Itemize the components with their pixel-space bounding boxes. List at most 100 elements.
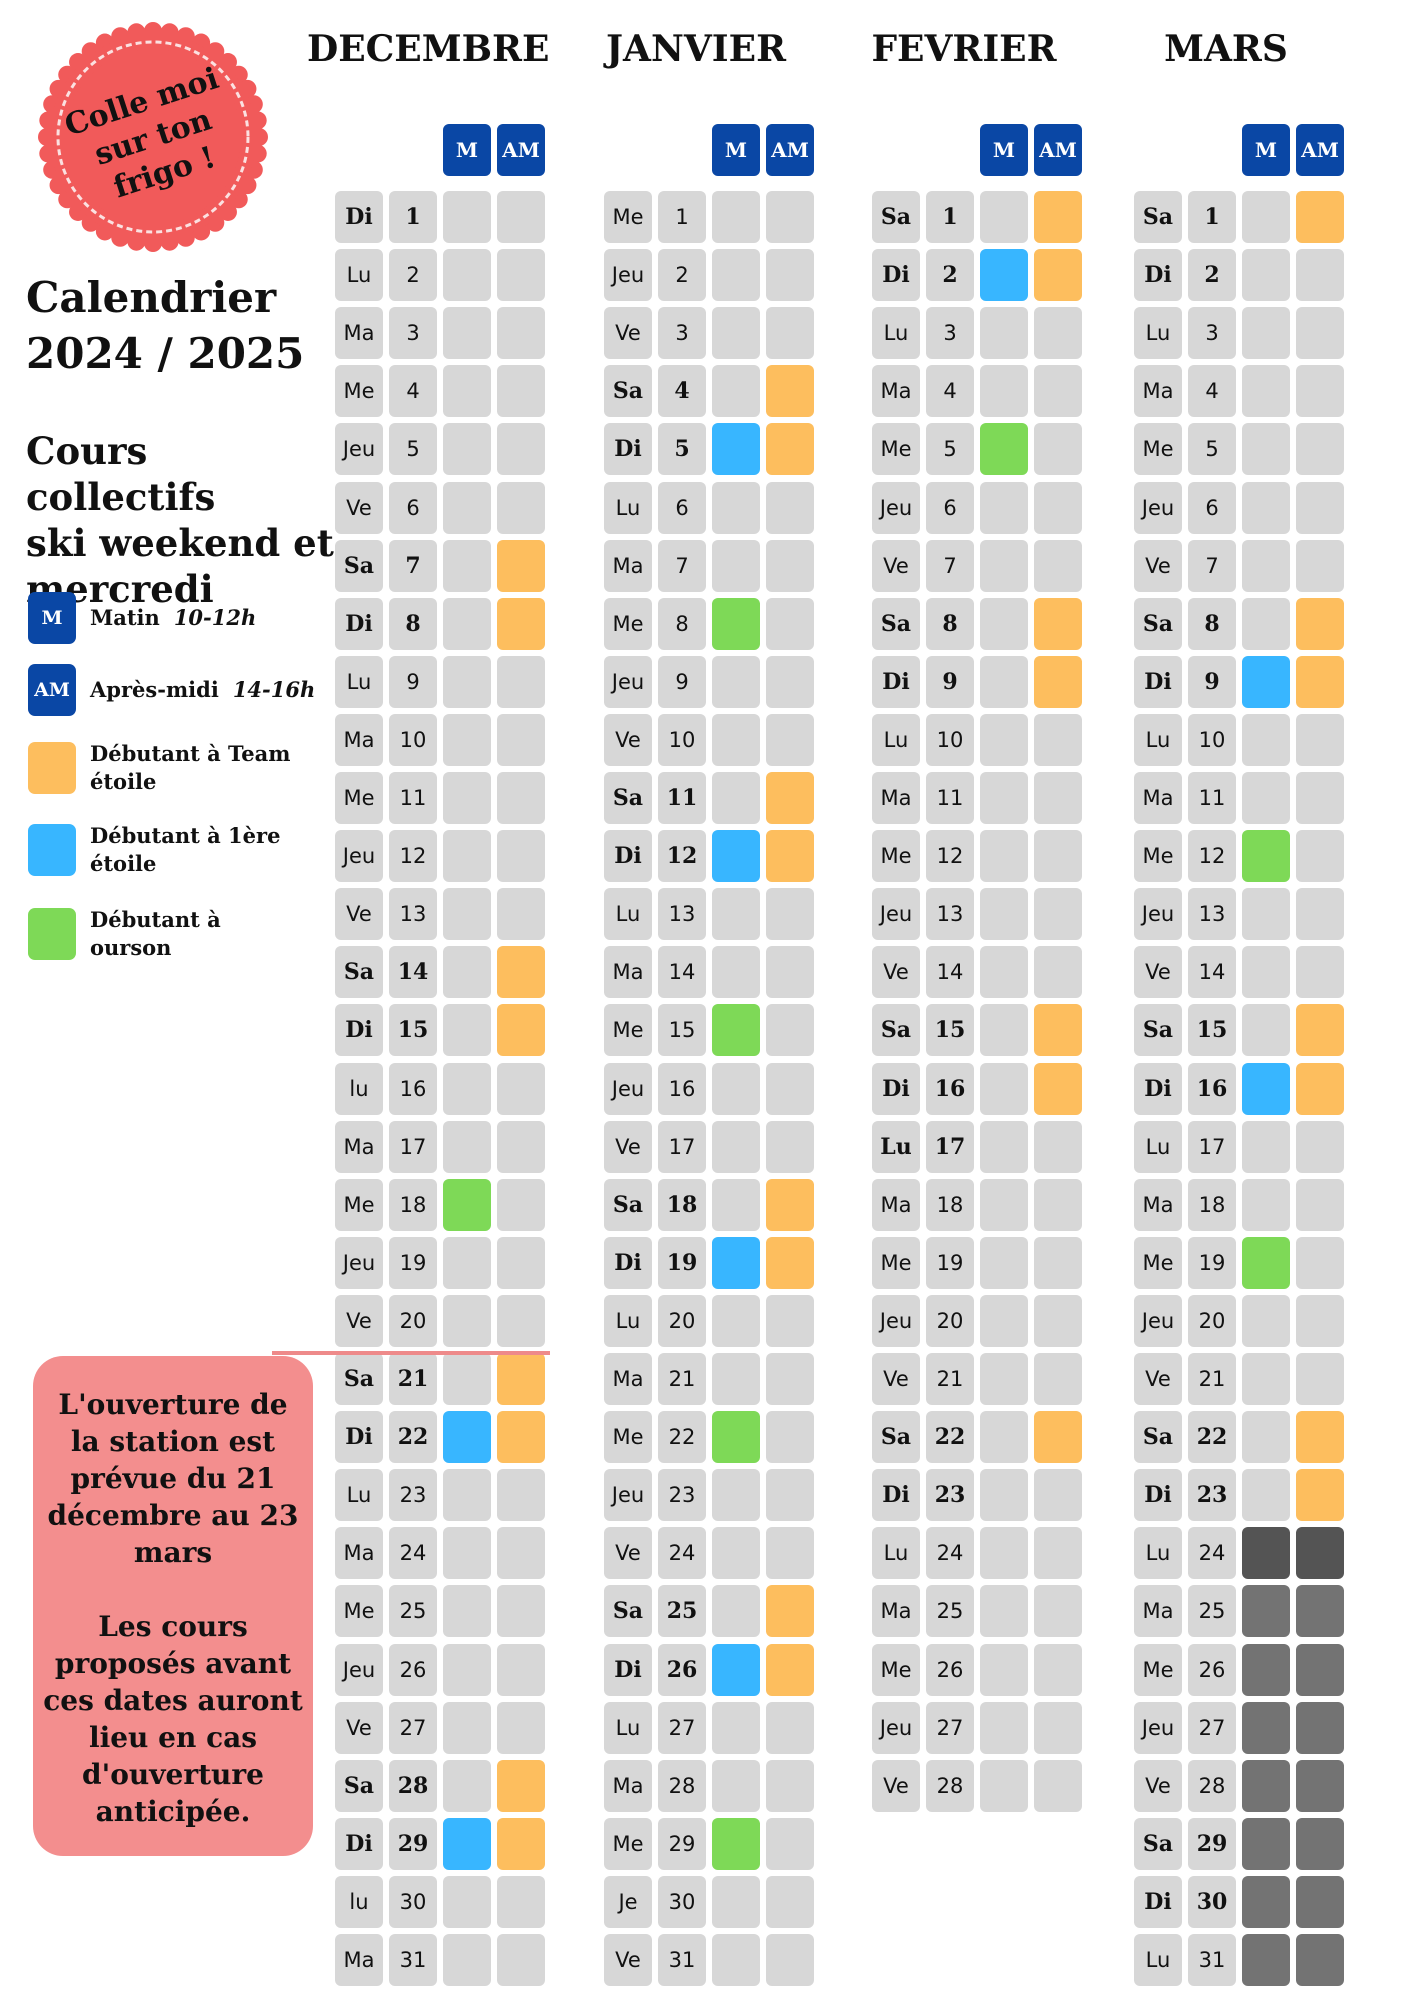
- page-title: Calendrier 2024 / 2025: [26, 270, 326, 382]
- afternoon-slot: [1296, 249, 1344, 301]
- day-of-week-cell: Di: [335, 1818, 383, 1870]
- day-of-week-cell: Me: [1134, 423, 1182, 475]
- morning-slot: [1242, 365, 1290, 417]
- day-number-cell: 28: [926, 1760, 974, 1812]
- day-number-cell: 11: [658, 772, 706, 824]
- day-number-cell: 29: [658, 1818, 706, 1870]
- day-of-week-cell: Sa: [604, 1179, 652, 1231]
- month-title: MARS: [1164, 28, 1288, 70]
- day-number-cell: 22: [658, 1411, 706, 1463]
- day-of-week-cell: Jeu: [872, 1702, 920, 1754]
- morning-slot: [443, 1179, 491, 1231]
- morning-slot: [443, 888, 491, 940]
- afternoon-slot: [1296, 598, 1344, 650]
- morning-slot: [712, 1295, 760, 1347]
- afternoon-slot: [766, 249, 814, 301]
- afternoon-slot: [766, 307, 814, 359]
- afternoon-slot: [497, 1411, 545, 1463]
- morning-slot: [443, 1004, 491, 1056]
- day-number-cell: 18: [658, 1179, 706, 1231]
- morning-header: M: [443, 124, 491, 176]
- afternoon-slot: [766, 1644, 814, 1696]
- morning-slot: [980, 1527, 1028, 1579]
- afternoon-slot: [766, 1004, 814, 1056]
- day-of-week-cell: Ve: [1134, 1760, 1182, 1812]
- afternoon-slot: [1034, 946, 1082, 998]
- day-number-cell: 10: [926, 714, 974, 766]
- afternoon-slot: [766, 830, 814, 882]
- afternoon-slot: [497, 598, 545, 650]
- morning-slot: [980, 1644, 1028, 1696]
- day-number-cell: 18: [1188, 1179, 1236, 1231]
- day-of-week-cell: Sa: [335, 946, 383, 998]
- day-number-cell: 24: [389, 1527, 437, 1579]
- legend-label: Débutant à ourson: [90, 907, 221, 960]
- afternoon-slot: [497, 423, 545, 475]
- afternoon-slot: [1034, 249, 1082, 301]
- day-of-week-cell: Lu: [872, 307, 920, 359]
- afternoon-slot: [497, 307, 545, 359]
- title-line-1: Calendrier: [26, 273, 277, 322]
- morning-slot: [980, 1004, 1028, 1056]
- day-number-cell: 27: [1188, 1702, 1236, 1754]
- day-of-week-cell: Ma: [1134, 1585, 1182, 1637]
- afternoon-slot: [497, 249, 545, 301]
- afternoon-slot: [1034, 1644, 1082, 1696]
- afternoon-slot: [766, 1760, 814, 1812]
- day-number-cell: 18: [926, 1179, 974, 1231]
- day-of-week-cell: Lu: [1134, 714, 1182, 766]
- day-number-cell: 12: [1188, 830, 1236, 882]
- morning-slot: [712, 1411, 760, 1463]
- day-number-cell: 14: [658, 946, 706, 998]
- day-number-cell: 16: [658, 1063, 706, 1115]
- day-of-week-cell: Ve: [335, 1295, 383, 1347]
- morning-slot: [443, 1527, 491, 1579]
- afternoon-header: AM: [1296, 124, 1344, 176]
- afternoon-slot: [497, 1063, 545, 1115]
- afternoon-slot: [1296, 772, 1344, 824]
- day-of-week-cell: Jeu: [872, 482, 920, 534]
- fridge-stamp: Colle moi sur ton frigo !: [28, 12, 278, 262]
- day-of-week-cell: Di: [1134, 249, 1182, 301]
- morning-slot: [980, 1063, 1028, 1115]
- morning-slot: [712, 1179, 760, 1231]
- day-number-cell: 21: [926, 1353, 974, 1405]
- afternoon-slot: [1296, 1004, 1344, 1056]
- day-of-week-cell: Ve: [335, 888, 383, 940]
- afternoon-slot: [1034, 1179, 1082, 1231]
- day-of-week-cell: Di: [604, 830, 652, 882]
- morning-slot: [1242, 1004, 1290, 1056]
- afternoon-slot: [766, 1702, 814, 1754]
- day-of-week-cell: lu: [335, 1876, 383, 1928]
- morning-slot: [1242, 598, 1290, 650]
- day-of-week-cell: Sa: [335, 540, 383, 592]
- morning-slot: [1242, 1295, 1290, 1347]
- month-title: JANVIER: [606, 28, 786, 70]
- morning-slot: [1242, 1760, 1290, 1812]
- day-number-cell: 29: [389, 1818, 437, 1870]
- afternoon-slot: [497, 830, 545, 882]
- day-of-week-cell: Sa: [1134, 1411, 1182, 1463]
- afternoon-header: AM: [497, 124, 545, 176]
- day-of-week-cell: Me: [872, 1644, 920, 1696]
- day-of-week-cell: Sa: [335, 1353, 383, 1405]
- day-number-cell: 22: [926, 1411, 974, 1463]
- afternoon-slot: [766, 1585, 814, 1637]
- day-of-week-cell: Ma: [872, 772, 920, 824]
- afternoon-slot: [1296, 191, 1344, 243]
- day-number-cell: 13: [658, 888, 706, 940]
- day-of-week-cell: Sa: [872, 191, 920, 243]
- day-of-week-cell: Ve: [604, 1934, 652, 1986]
- day-number-cell: 12: [926, 830, 974, 882]
- legend-label-text: Matin: [90, 605, 160, 630]
- morning-slot: [980, 656, 1028, 708]
- day-number-cell: 24: [1188, 1527, 1236, 1579]
- afternoon-slot: [1034, 772, 1082, 824]
- day-number-cell: 10: [1188, 714, 1236, 766]
- day-number-cell: 19: [1188, 1237, 1236, 1289]
- afternoon-slot: [497, 1760, 545, 1812]
- day-number-cell: 3: [658, 307, 706, 359]
- afternoon-slot: [766, 482, 814, 534]
- morning-slot: [443, 714, 491, 766]
- day-of-week-cell: Lu: [872, 714, 920, 766]
